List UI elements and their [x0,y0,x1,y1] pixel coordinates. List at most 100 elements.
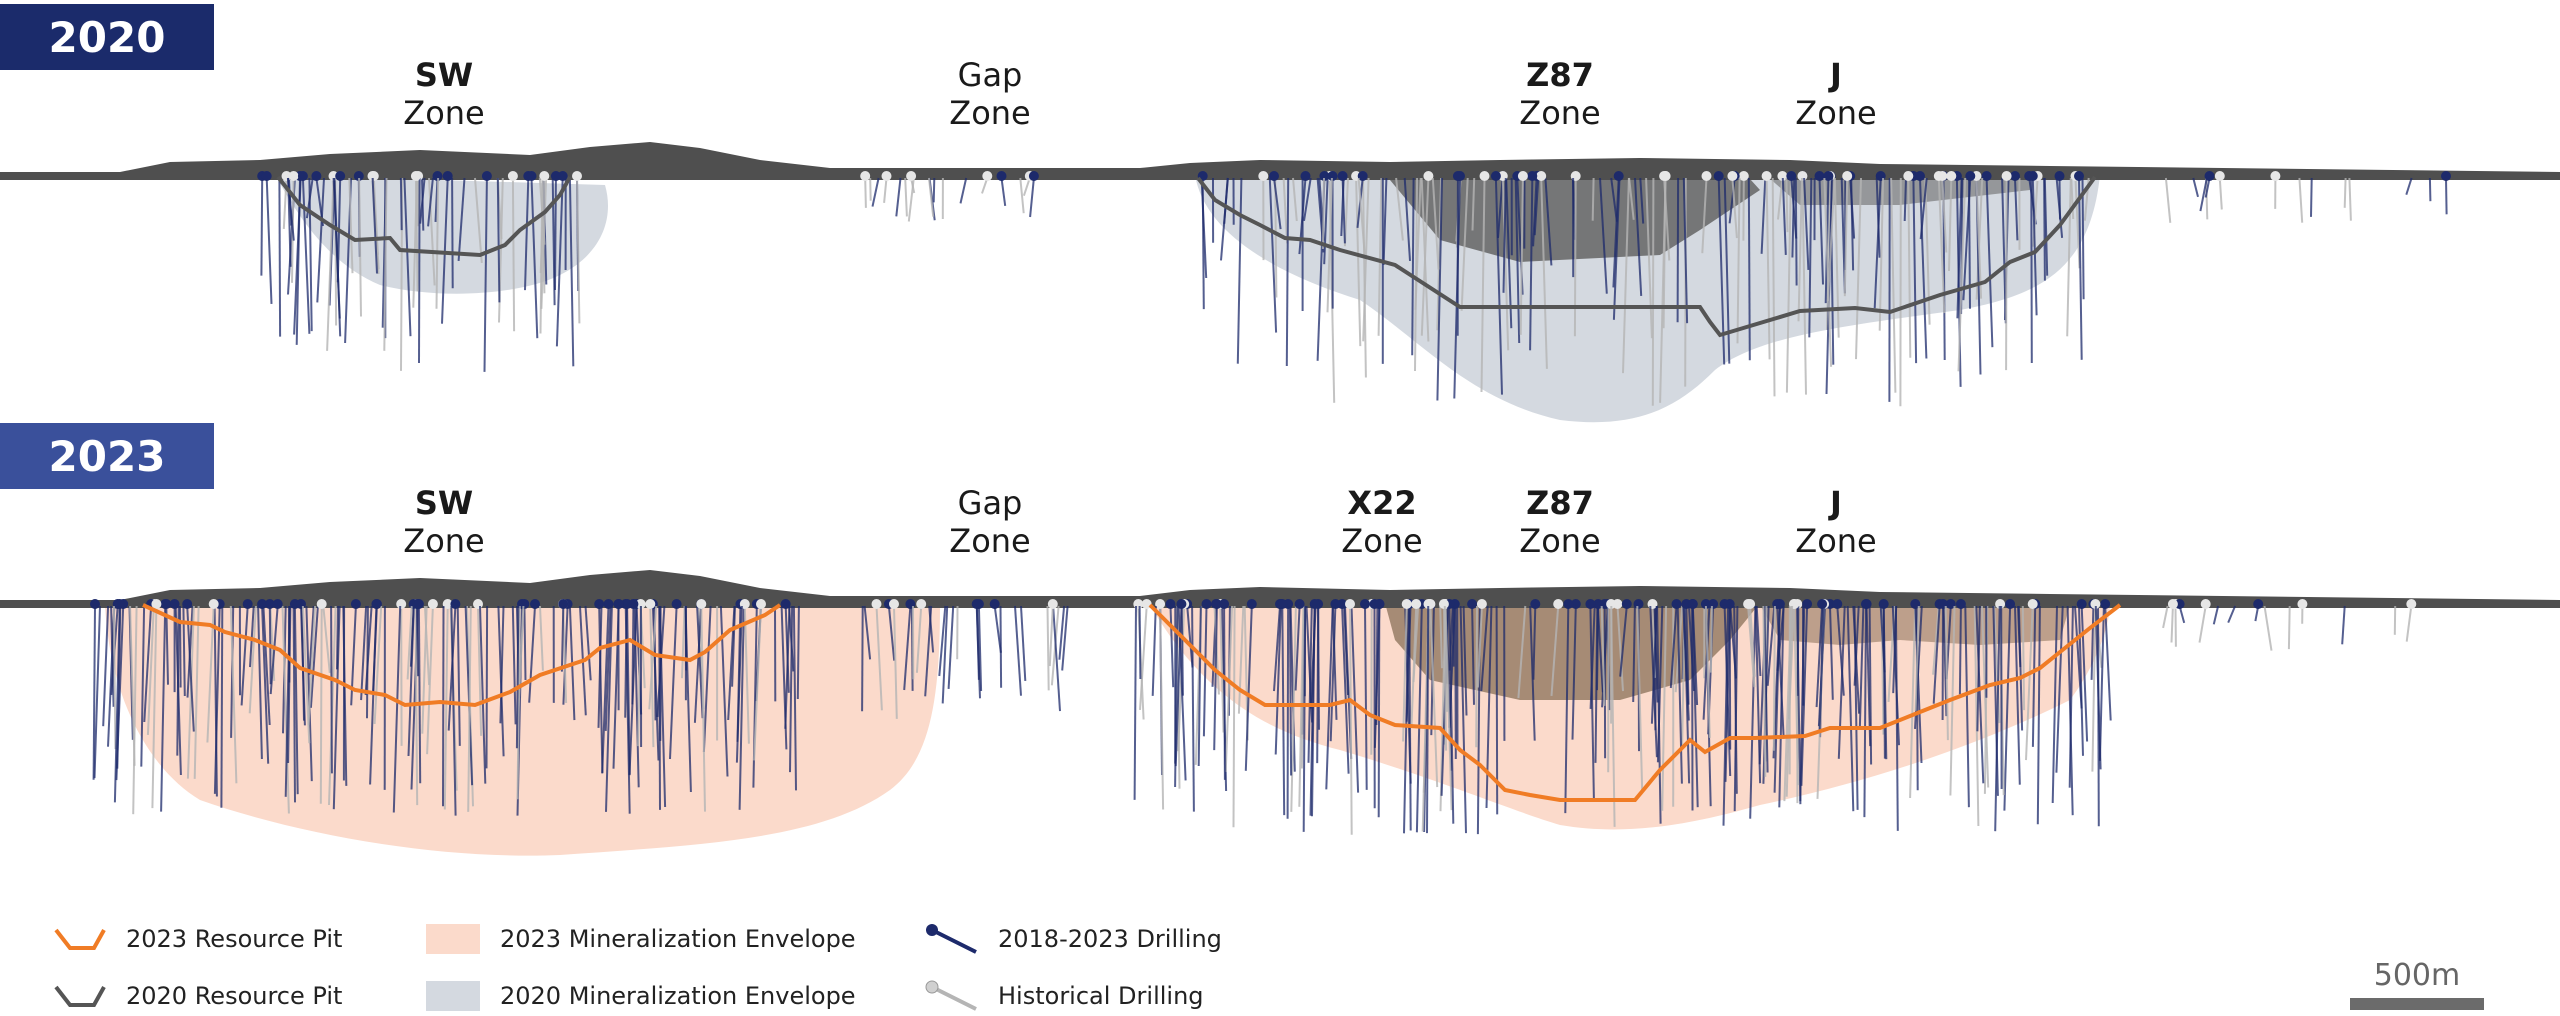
drill-collar [396,599,407,609]
new-drillhole [1747,177,1751,361]
drill-collar [442,599,453,609]
new-drillhole [861,605,864,712]
drill-collar [2214,171,2225,181]
new-drillhole [1858,605,1865,730]
drill-collar [90,599,100,609]
new-drillhole [1589,605,1595,800]
drill-collar [1517,171,1528,181]
new-drillhole [2204,177,2211,198]
drill-collar [1527,171,1538,181]
drill-collar [1219,599,1230,609]
drill-collar [1269,171,1279,181]
historical-drillhole [2066,177,2072,337]
zone-name: Z87 [1526,484,1594,522]
drill-collar [696,599,707,609]
new-drillhole [369,605,378,785]
surface-2023 [0,570,2560,608]
historical-drillhole [443,605,449,810]
legend-item-2023-pit: 2023 Resource Pit [52,922,342,956]
new-drillhole [1029,177,1035,218]
historical-drillhole [301,605,311,744]
new-drillhole [1403,177,1411,261]
historical-drillhole [2287,605,2291,650]
new-drillhole [1956,177,1963,319]
historical-drillhole [681,605,686,679]
new-drillhole [451,177,454,289]
drill-collar [1738,171,1749,181]
drill-collar [1345,599,1355,609]
drill-collar [264,599,275,609]
new-drillhole [213,605,221,794]
new-drillhole [342,605,348,786]
historical-drillhole [649,605,655,748]
panel-2023-section [0,570,2560,856]
new-drillhole [2227,605,2237,623]
legend-label: Historical Drilling [998,982,1204,1010]
drill-collar [1903,171,1914,181]
drill-collar [2027,171,2038,181]
new-drillhole [257,605,263,760]
new-drillhole [1599,177,1608,294]
drill-collar [2001,171,2012,181]
new-drillhole [1849,177,1856,239]
historical-drillhole [1747,605,1756,688]
new-drillhole [1976,605,1981,732]
historical-drillhole [1662,177,1667,329]
historical-drillhole [1471,177,1476,231]
historical-drillhole [1377,177,1383,336]
new-drillhole [1341,605,1350,774]
drill-collar [1330,599,1341,609]
historical-drillhole [1975,177,1983,299]
historical-drillhole [753,605,762,761]
drill-collar [2074,171,2084,181]
new-drillhole [1244,605,1253,771]
drill-collar [1786,171,1797,181]
new-drillhole [584,605,592,681]
historical-drillhole [2021,605,2026,711]
historical-drillhole [1616,605,1624,692]
historical-drillhole [1224,605,1234,773]
new-drillhole [1000,177,1007,207]
drill-collar [272,599,283,609]
new-drillhole [1151,605,1157,696]
historical-drillhole [129,605,136,766]
new-drillhole [2030,177,2033,364]
new-drillhole [186,605,195,732]
drill-collar [450,599,461,609]
new-drillhole [308,605,315,675]
zone-word: Zone [1341,522,1423,560]
pit-2020-central [1196,175,2097,338]
historical-drillhole [864,177,867,208]
drill-collar [1814,171,1825,181]
zone-label-sw-2023: SW Zone [344,484,544,560]
new-drillhole [1350,605,1360,793]
new-drillhole [524,177,530,291]
historical-drillhole [2170,605,2174,643]
new-drillhole [1863,605,1867,818]
drill-collar [889,599,899,609]
new-drillhole [1912,177,1918,364]
new-drillhole [1236,177,1243,364]
new-drillhole [696,605,704,719]
new-drillhole [1331,605,1338,720]
historical-drillhole [2405,605,2413,642]
drill-collar [1374,599,1385,609]
historical-drillhole [576,177,581,324]
new-drillhole [309,605,319,708]
historical-drillhole [348,177,354,274]
drill-collar [2270,171,2281,181]
year-badge-2020: 2020 [0,4,214,70]
drill-collar [1563,599,1574,609]
new-drillhole [1302,605,1307,832]
zone-word: Zone [1795,522,1877,560]
drill-collar [1945,599,1956,609]
drill-collar [114,599,125,609]
new-drillhole [113,605,121,803]
new-drillhole [738,605,745,810]
drill-collar [1360,599,1370,609]
new-drillhole [656,605,666,718]
historical-drillhole [1801,177,1807,395]
legend-item-2020-envelope: 2020 Mineralization Envelope [426,979,856,1013]
new-drillhole [1873,177,1882,309]
new-drillhole [1853,605,1860,686]
